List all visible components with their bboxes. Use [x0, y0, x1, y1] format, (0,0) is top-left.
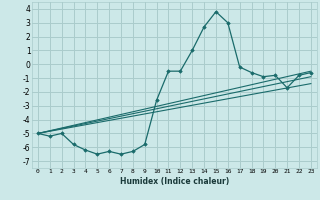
X-axis label: Humidex (Indice chaleur): Humidex (Indice chaleur) — [120, 177, 229, 186]
